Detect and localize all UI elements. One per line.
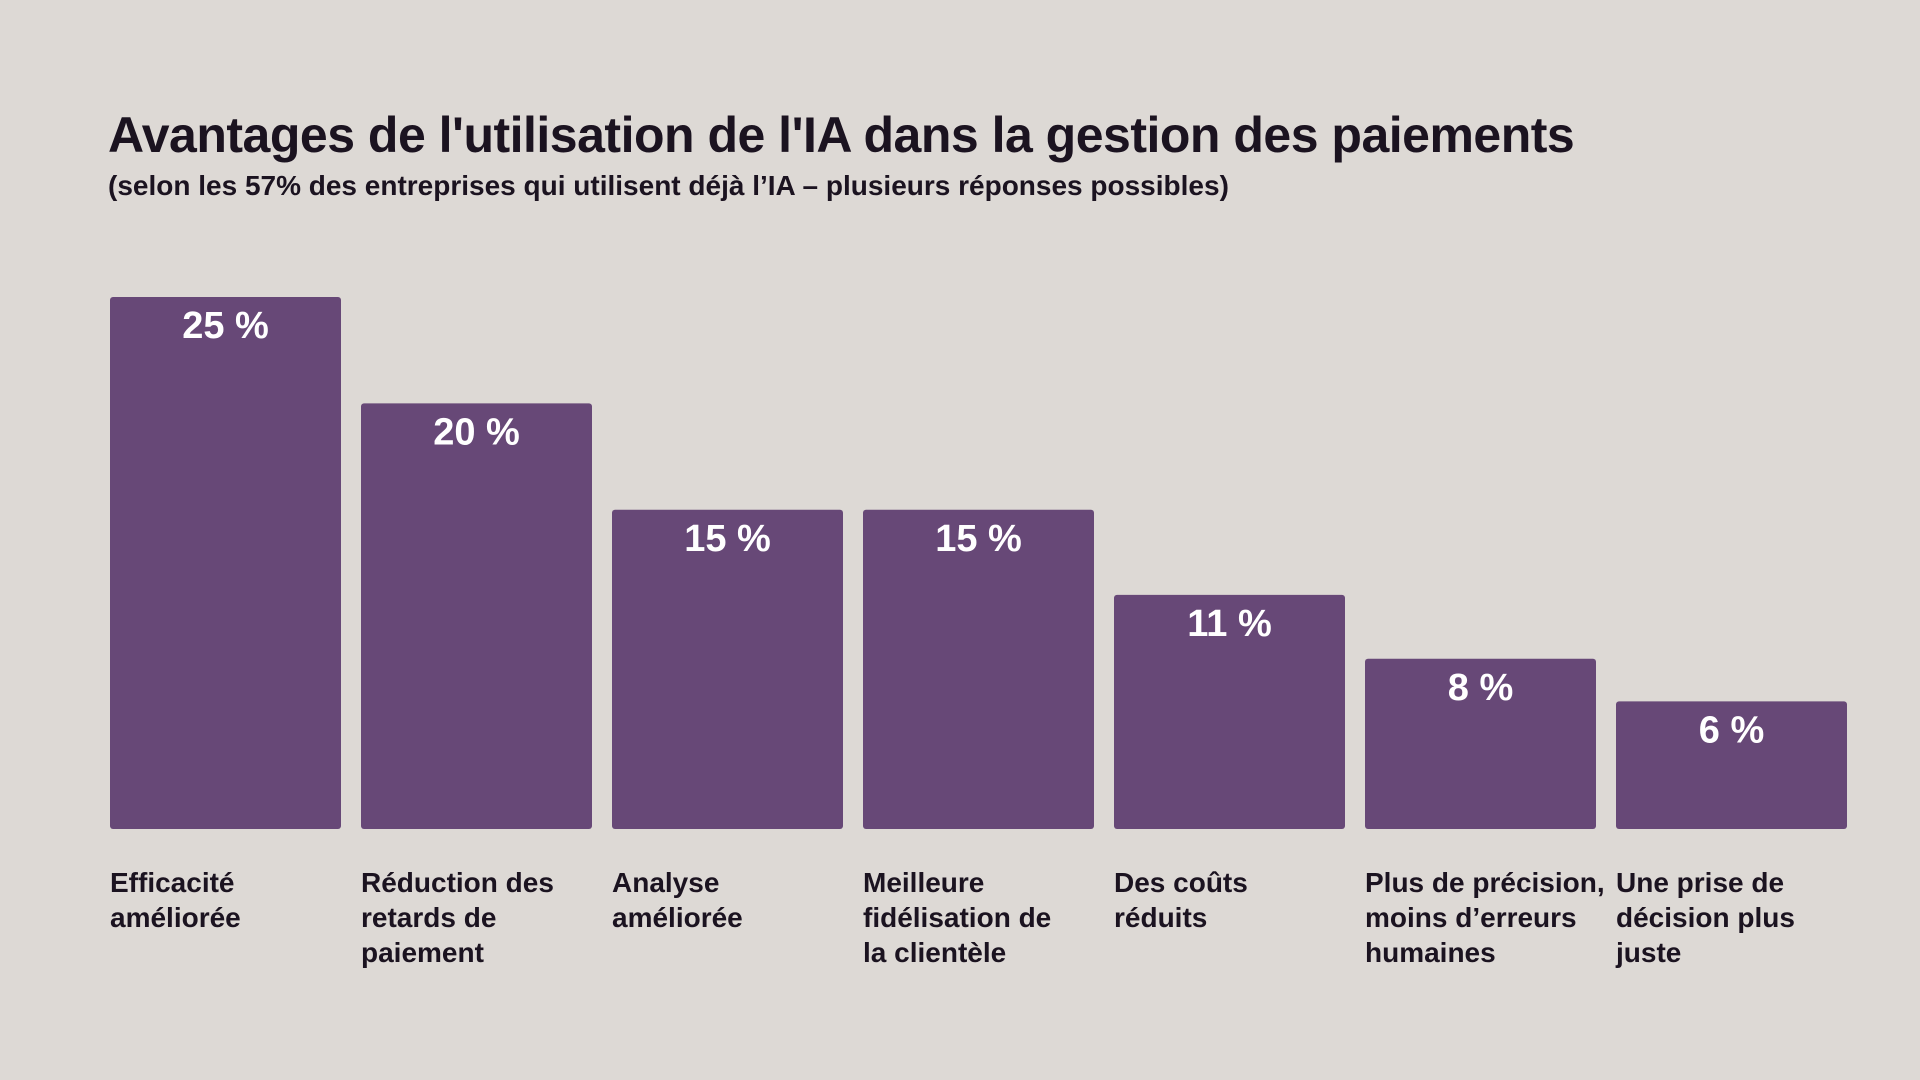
- bar: [1365, 658, 1596, 829]
- bar: [110, 297, 341, 829]
- category-label: Meilleure fidélisation de la clientèle: [863, 867, 1051, 968]
- bar: [361, 403, 592, 829]
- category-label-line: Plus de précision,: [1365, 867, 1605, 898]
- bar-value-label: 20 %: [433, 411, 520, 453]
- chart-subtitle: (selon les 57% des entreprises qui utili…: [108, 170, 1229, 201]
- bar: [1616, 701, 1847, 829]
- bar: [612, 509, 843, 829]
- bar: [1114, 594, 1345, 829]
- category-label: Efficacité améliorée: [110, 867, 241, 933]
- category-label-line: Meilleure: [863, 867, 984, 898]
- category-label-line: Des coûts: [1114, 867, 1248, 898]
- category-label: Plus de précision, moins d’erreurs humaine…: [1365, 867, 1605, 968]
- bar-value-label: 6 %: [1699, 709, 1764, 751]
- category-label-line: Analyse: [612, 867, 719, 898]
- category-label: Des coûts réduits: [1114, 867, 1248, 933]
- category-label-line: moins d’erreurs: [1365, 902, 1577, 933]
- category-label-line: fidélisation de: [863, 902, 1051, 933]
- category-label-line: juste: [1615, 937, 1681, 968]
- category-label-line: la clientèle: [863, 937, 1006, 968]
- chart-title: Avantages de l'utilisation de l'IA dans …: [108, 107, 1575, 163]
- category-label-line: retards de: [361, 902, 496, 933]
- category-label-line: paiement: [361, 937, 484, 968]
- bar-value-label: 8 %: [1448, 667, 1513, 709]
- bar-value-label: 15 %: [935, 518, 1022, 560]
- category-label: Réduction des retards de paiement: [361, 867, 554, 968]
- category-label-line: Réduction des: [361, 867, 554, 898]
- category-label: Analyse améliorée: [612, 867, 743, 933]
- category-label-line: améliorée: [110, 902, 241, 933]
- category-label-line: améliorée: [612, 902, 743, 933]
- bar-value-label: 11 %: [1187, 603, 1272, 645]
- bar-value-label: 15 %: [684, 518, 771, 560]
- category-label-line: Une prise de: [1616, 867, 1784, 898]
- category-label: Une prise de décision plus juste: [1615, 867, 1795, 968]
- category-label-line: décision plus: [1616, 902, 1795, 933]
- bar-value-label: 25 %: [182, 305, 269, 347]
- category-label-line: réduits: [1114, 902, 1207, 933]
- category-label-line: humaines: [1365, 937, 1496, 968]
- category-label-line: Efficacité: [110, 867, 235, 898]
- bar: [863, 509, 1094, 829]
